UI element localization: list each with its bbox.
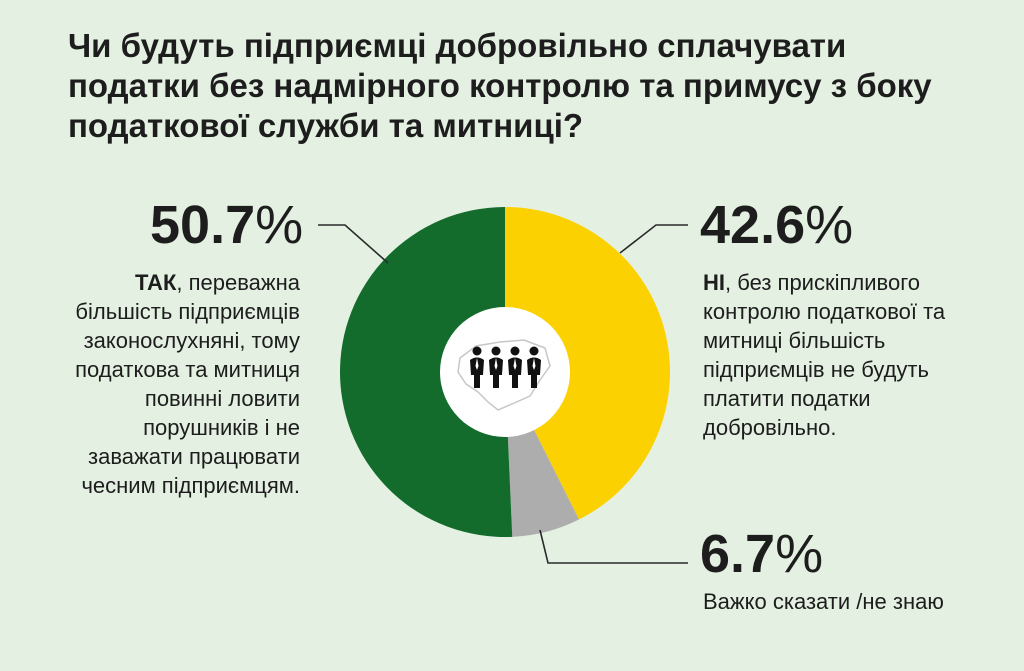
label-text-yes: , переважна більшість підприємців законо…: [75, 270, 300, 498]
label-percent-dontknow-number: 6.7: [700, 524, 776, 584]
person-icon: [527, 346, 541, 388]
people-over-ukraine-map-icon: [457, 339, 551, 411]
label-description-no: НІ, без прискіпливого контролю податково…: [703, 268, 973, 442]
label-percent-dontknow: 6.7%: [700, 526, 823, 582]
leader-line-yes: [318, 224, 389, 264]
label-description-dontknow: Важко сказати /не знаю: [703, 589, 944, 614]
leader-line-dontknow: [539, 529, 688, 564]
chart-title: Чи будуть підприємці добровільно сплачув…: [68, 27, 932, 144]
label-percent-yes: 50.7%: [150, 197, 303, 253]
label-percent-no-number: 42.6: [700, 195, 806, 255]
label-percent-dontknow-sign: %: [775, 524, 824, 584]
label-percent-no-sign: %: [805, 195, 854, 255]
label-text-no: , без прискіпливого контролю податкової …: [703, 270, 946, 440]
center-hole: [440, 307, 570, 437]
pie-slice-yes: [340, 207, 513, 537]
person-icon: [489, 346, 503, 388]
label-answer-no: НІ: [703, 270, 725, 295]
pie-slice-no: [505, 207, 670, 520]
leader-line-no: [619, 224, 688, 254]
label-percent-yes-sign: %: [255, 195, 304, 255]
label-percent-no: 42.6%: [700, 197, 853, 253]
label-percent-yes-number: 50.7: [150, 195, 256, 255]
label-answer-yes: ТАК: [135, 270, 177, 295]
person-icon: [508, 346, 522, 388]
label-description-yes: ТАК, переважна більшість підприємців зак…: [60, 268, 300, 500]
person-icon: [470, 346, 484, 388]
